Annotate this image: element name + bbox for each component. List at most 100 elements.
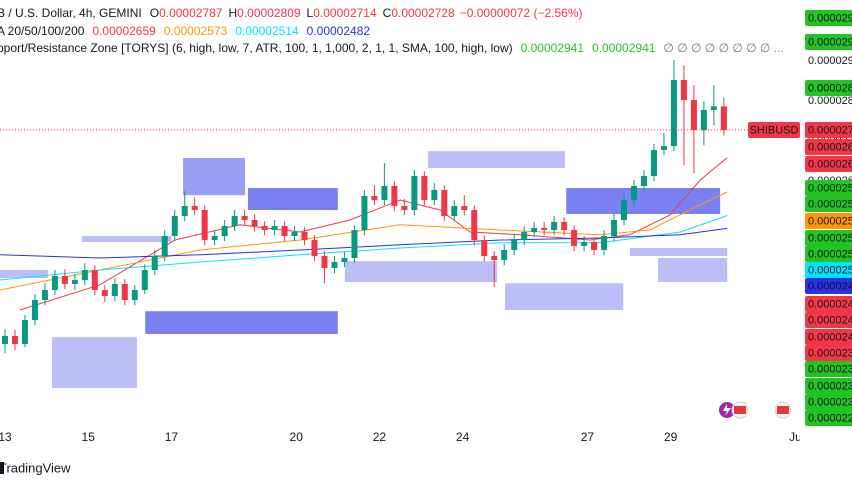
candle-body	[361, 196, 368, 230]
header-item: ∅ ∅ ∅ ∅ ∅ ∅ ∅ ∅ ...	[663, 41, 783, 55]
candle-body	[111, 284, 118, 296]
candle-body	[720, 106, 727, 130]
candle-body	[11, 336, 18, 344]
sr-zone	[81, 236, 172, 242]
candle-body	[61, 276, 68, 284]
sr-zone	[247, 188, 338, 210]
candle-body	[161, 236, 168, 256]
candle-body	[461, 206, 468, 210]
header-item: 0.00002714	[313, 6, 377, 20]
candle-body	[241, 216, 248, 220]
chart-icons	[719, 401, 792, 419]
symbol-badge-label: SHIBUSD	[750, 124, 799, 136]
candle-body	[660, 146, 667, 150]
x-tick-label: 13	[0, 430, 12, 444]
price-badge-label: 0.00002278	[808, 412, 852, 424]
sr-zone	[658, 258, 728, 282]
price-badge	[805, 345, 852, 361]
candle-body	[271, 226, 278, 230]
candle-body	[680, 80, 687, 100]
candle-body	[341, 258, 348, 262]
candle-body	[51, 276, 58, 290]
x-tick-label: 29	[664, 430, 678, 444]
candle-body	[431, 190, 438, 200]
candle-body	[511, 240, 518, 250]
price-badge	[805, 34, 852, 50]
x-tick-label: 15	[82, 430, 96, 444]
price-badge-label: 0.00002592	[808, 182, 852, 194]
ma-line	[0, 227, 728, 259]
candle-body	[670, 80, 677, 146]
candle-body	[451, 206, 458, 216]
sr-zone	[344, 261, 498, 282]
candle-body	[591, 242, 598, 250]
candle-body	[381, 186, 388, 200]
price-badge-label: 0.00002573	[808, 215, 852, 227]
sr-zone	[566, 188, 721, 214]
candle-body	[650, 150, 657, 176]
header-line: A 20/50/100/200 0.00002659 0.00002573 0.000…	[0, 24, 370, 38]
price-badge	[805, 122, 852, 138]
x-tick-label: 20	[290, 430, 304, 444]
logo	[0, 462, 4, 474]
candle-body	[291, 232, 298, 236]
price-badge	[805, 213, 852, 229]
candle-body	[71, 280, 78, 284]
header: B / U.S. Dollar, 4h, GEMINI O0.00002787 H0…	[0, 6, 784, 55]
candle-body	[121, 284, 128, 300]
candle-body	[131, 290, 138, 300]
candle-body	[621, 200, 628, 220]
price-badge	[805, 296, 852, 312]
x-tick-label: 22	[373, 430, 387, 444]
candle-body	[441, 190, 448, 216]
candle-body	[561, 222, 568, 230]
header-item: −0.00000072 (−2.56%)	[460, 6, 583, 20]
candle-body	[31, 300, 38, 320]
price-badge-label: 0.00002408	[808, 331, 852, 343]
flag-icon-stripes	[734, 406, 746, 414]
candle-body	[411, 176, 418, 210]
candle-body	[201, 210, 208, 240]
header-item: 0.00002573	[164, 24, 228, 38]
brand-name: TradingView	[0, 460, 71, 475]
price-badge-label: 0.00002853	[808, 82, 852, 94]
candle-body	[301, 232, 308, 240]
flag-icon-stripes	[777, 406, 789, 414]
price-badge-label: 0.00002398	[808, 347, 852, 359]
branding: TradingView	[0, 460, 71, 475]
price-badge	[805, 361, 852, 377]
header-item: 0.00002482	[307, 24, 371, 38]
candle-body	[221, 226, 228, 236]
candle-body	[321, 256, 328, 268]
ma-line	[19, 157, 728, 311]
price-badge	[805, 329, 852, 345]
candle-body	[700, 110, 707, 130]
price-badge-label: 0.00002659	[808, 141, 852, 153]
price-badge	[805, 262, 852, 278]
price-badge	[805, 394, 852, 410]
ma-line	[0, 191, 728, 291]
header-line: B / U.S. Dollar, 4h, GEMINI O0.00002787 H0…	[0, 6, 582, 20]
header-item: 0.00002728	[391, 6, 455, 20]
x-tick-label: Ju	[789, 430, 802, 444]
sr-zone	[0, 270, 48, 278]
price-badge	[805, 410, 852, 426]
price-badge-label: 0.00002433	[808, 298, 852, 310]
header-item: H	[228, 6, 237, 20]
price-badge-label: 0.00002482	[808, 280, 852, 292]
price-badge-label: 0.00002581	[808, 198, 852, 210]
candle-body	[81, 270, 88, 280]
symbol-badge	[748, 122, 800, 138]
candle-body	[401, 206, 408, 210]
header-item: C	[383, 6, 392, 20]
header-item: L	[307, 6, 314, 20]
price-badge	[805, 230, 852, 246]
candle-body	[171, 216, 178, 236]
candle-body	[251, 220, 258, 226]
y-tick-label: 0.00002800	[808, 95, 852, 107]
sr-zone	[183, 158, 246, 196]
candle-body	[531, 228, 538, 232]
candle-body	[21, 320, 28, 344]
price-badge	[805, 246, 852, 262]
